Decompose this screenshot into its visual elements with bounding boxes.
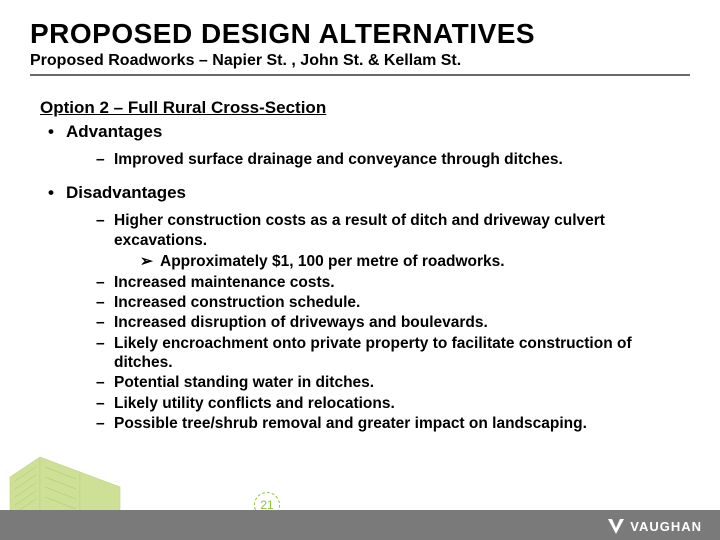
vaughan-mark-icon	[606, 516, 626, 536]
list-item-text: Potential standing water in ditches.	[114, 374, 374, 391]
list-item-text: Likely encroachment onto private propert…	[114, 335, 632, 371]
list-item-text: Possible tree/shrub removal and greater …	[114, 415, 587, 432]
disadvantages-item: –Increased maintenance costs.	[96, 273, 690, 292]
page-title: PROPOSED DESIGN ALTERNATIVES	[30, 18, 690, 50]
advantages-heading-text: Advantages	[66, 122, 162, 141]
list-item-text: Increased construction schedule.	[114, 294, 360, 311]
list-item-text: Increased maintenance costs.	[114, 274, 335, 291]
disadvantages-item: –Increased construction schedule.	[96, 293, 690, 312]
page-subtitle: Proposed Roadworks – Napier St. , John S…	[30, 52, 690, 76]
disadvantages-item: –Likely encroachment onto private proper…	[96, 334, 690, 373]
disadvantages-item: –Possible tree/shrub removal and greater…	[96, 414, 690, 433]
list-subitem-text: Approximately $1, 100 per metre of roadw…	[160, 253, 505, 270]
list-item-text: Higher construction costs as a result of…	[114, 212, 605, 248]
list-item-text: Increased disruption of driveways and bo…	[114, 314, 488, 331]
list-item-text: Likely utility conflicts and relocations…	[114, 395, 395, 412]
disadvantages-item: –Likely utility conflicts and relocation…	[96, 394, 690, 413]
disadvantages-item: –Increased disruption of driveways and b…	[96, 313, 690, 332]
advantages-item: –Improved surface drainage and conveyanc…	[96, 150, 690, 169]
disadvantages-item: –Higher construction costs as a result o…	[96, 211, 690, 250]
disadvantages-item: –Potential standing water in ditches.	[96, 373, 690, 392]
option-heading: Option 2 – Full Rural Cross-Section	[40, 98, 690, 118]
disadvantages-heading-text: Disadvantages	[66, 183, 186, 202]
disadvantages-heading: •Disadvantages	[48, 183, 690, 203]
advantages-heading: •Advantages	[48, 122, 690, 142]
brand-logo: VAUGHAN	[606, 516, 702, 536]
brand-name: VAUGHAN	[630, 519, 702, 534]
disadvantages-subitem: ➢Approximately $1, 100 per metre of road…	[140, 252, 690, 271]
advantages-item-text: Improved surface drainage and conveyance…	[114, 151, 563, 168]
